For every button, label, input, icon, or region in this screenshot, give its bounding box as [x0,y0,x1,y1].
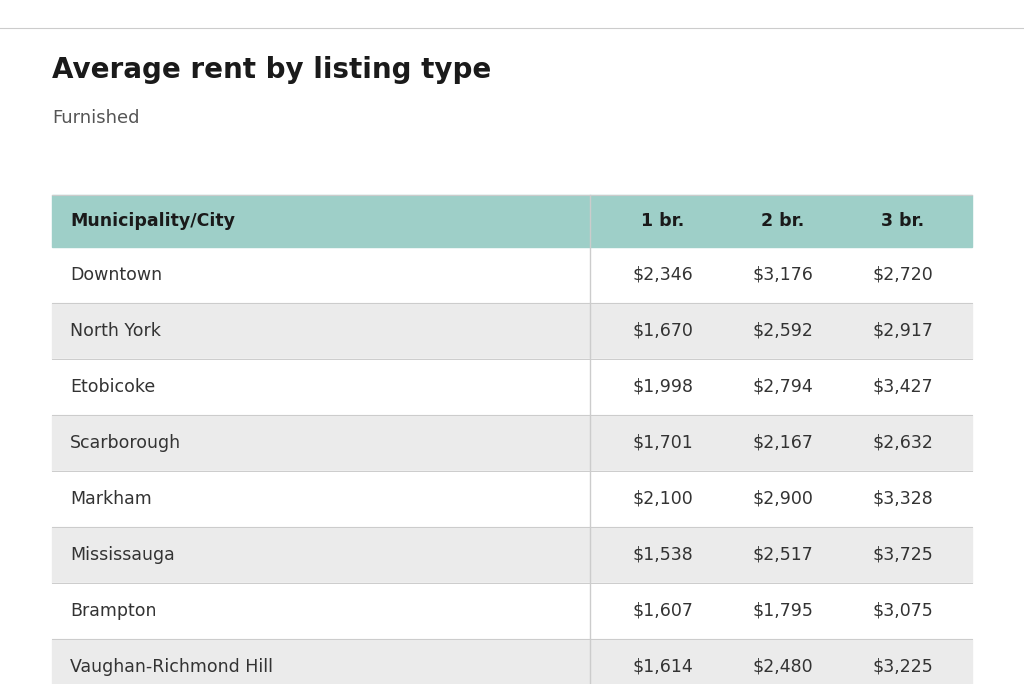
Text: Average rent by listing type: Average rent by listing type [52,56,492,84]
Text: $3,075: $3,075 [872,602,933,620]
Bar [52,471,972,527]
Bar [52,415,972,471]
Text: $3,427: $3,427 [872,378,933,396]
Text: $1,607: $1,607 [633,602,693,620]
Text: $2,794: $2,794 [753,378,813,396]
Text: 1 br.: 1 br. [641,212,685,230]
Text: $3,725: $3,725 [872,546,933,564]
Text: $1,538: $1,538 [633,546,693,564]
Text: 3 br.: 3 br. [882,212,925,230]
Text: North York: North York [70,322,161,340]
Bar [52,195,972,247]
Text: Vaughan-Richmond Hill: Vaughan-Richmond Hill [70,658,273,676]
Text: Furnished: Furnished [52,109,139,127]
Text: 2 br.: 2 br. [762,212,805,230]
Text: $1,670: $1,670 [633,322,693,340]
Text: Etobicoke: Etobicoke [70,378,156,396]
Text: Downtown: Downtown [70,266,162,284]
Text: $2,917: $2,917 [872,322,934,340]
Text: $2,100: $2,100 [633,490,693,508]
Text: Brampton: Brampton [70,602,157,620]
Text: Scarborough: Scarborough [70,434,181,452]
Bar [52,247,972,303]
Bar [52,583,972,639]
Text: $2,167: $2,167 [753,434,813,452]
Text: $2,480: $2,480 [753,658,813,676]
Text: $3,176: $3,176 [753,266,813,284]
Text: $1,701: $1,701 [633,434,693,452]
Text: Municipality/City: Municipality/City [70,212,234,230]
Bar [52,303,972,359]
Text: $2,720: $2,720 [872,266,933,284]
Text: $1,998: $1,998 [633,378,693,396]
Text: $1,795: $1,795 [753,602,813,620]
Text: $3,328: $3,328 [872,490,933,508]
Text: $2,900: $2,900 [753,490,813,508]
Text: $2,592: $2,592 [753,322,813,340]
Text: $2,346: $2,346 [633,266,693,284]
Text: $2,632: $2,632 [872,434,934,452]
Text: $3,225: $3,225 [872,658,933,676]
Text: Mississauga: Mississauga [70,546,175,564]
Bar [52,527,972,583]
Bar [52,359,972,415]
Text: Markham: Markham [70,490,152,508]
Text: $1,614: $1,614 [633,658,693,676]
Text: $2,517: $2,517 [753,546,813,564]
Bar [52,639,972,684]
